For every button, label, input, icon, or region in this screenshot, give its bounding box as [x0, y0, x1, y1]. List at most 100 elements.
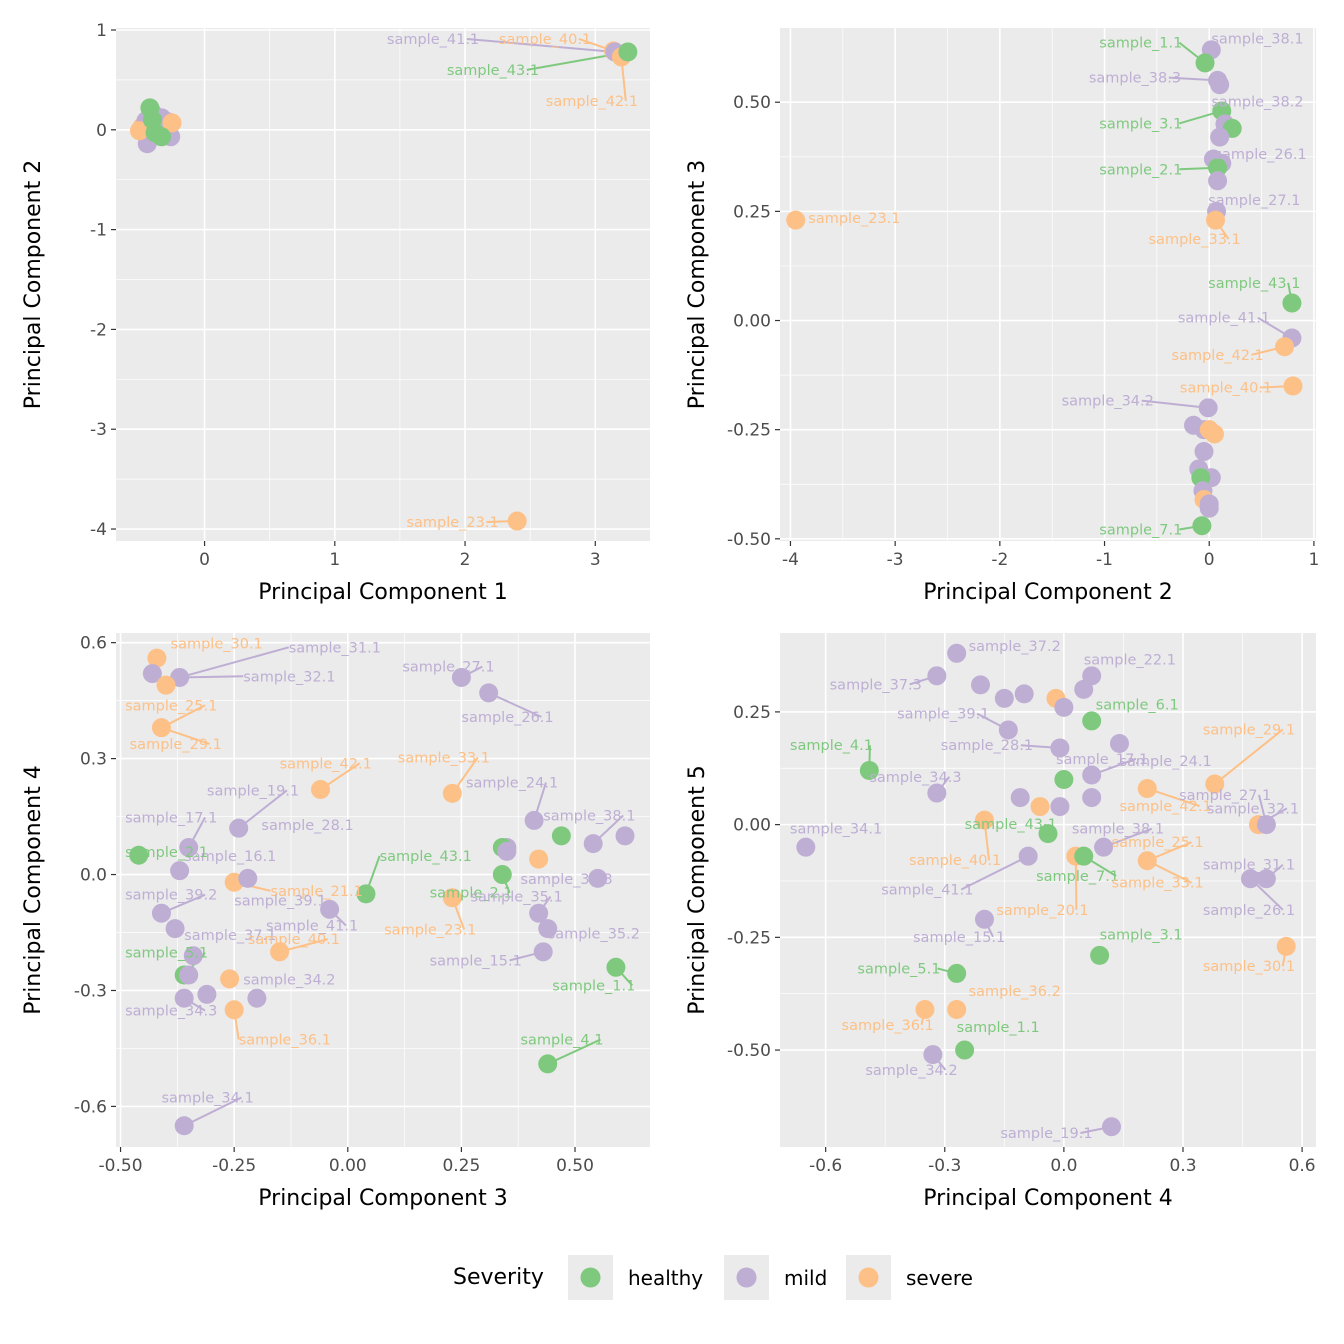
data-point-mild	[1194, 441, 1214, 461]
point-label: sample_4.1	[790, 738, 873, 754]
y-tick-label: -0.6	[74, 1097, 107, 1117]
label-segment	[179, 675, 244, 679]
y-tick-label: -0.50	[727, 1041, 771, 1061]
data-point-severe	[1275, 337, 1295, 357]
data-point-mild	[1198, 398, 1218, 418]
data-point-severe	[224, 1000, 244, 1020]
data-point-healthy	[129, 845, 149, 865]
y-tick-label: 0.0	[80, 866, 107, 886]
legend: Severity healthy mild severe	[0, 1250, 1344, 1306]
point-label: sample_37.1	[184, 928, 276, 944]
y-tick-label: 0.25	[733, 703, 771, 723]
legend-key-healthy	[580, 1267, 601, 1288]
point-label: sample_6.1	[1096, 698, 1179, 714]
data-point-healthy	[1192, 516, 1212, 536]
y-tick-label: -2	[90, 320, 107, 340]
data-point-severe	[1030, 797, 1050, 817]
y-tick-label: -0.25	[727, 928, 771, 948]
data-point-mild	[179, 965, 199, 985]
x-tick-label: 1	[329, 550, 340, 570]
point-label: sample_23.1	[406, 515, 498, 531]
data-point-mild	[1240, 869, 1260, 889]
data-point-mild	[1010, 788, 1030, 808]
point-label: sample_25.1	[1112, 835, 1204, 851]
legend-key-severe	[858, 1267, 879, 1288]
data-point-mild	[615, 826, 635, 846]
data-point-mild	[497, 841, 517, 861]
point-label: sample_26.1	[1203, 903, 1295, 919]
point-label: sample_27.1	[1179, 788, 1271, 804]
data-point-mild	[529, 903, 549, 923]
point-label: sample_42.1	[280, 756, 372, 772]
y-tick-label: 0.6	[80, 634, 107, 654]
data-point-mild	[1054, 697, 1074, 717]
data-point-mild	[524, 810, 544, 830]
data-point-severe	[974, 810, 994, 830]
data-point-severe	[1206, 210, 1225, 230]
data-point-healthy	[492, 865, 512, 885]
data-point-severe	[442, 783, 462, 803]
point-label: sample_33.1	[1149, 232, 1241, 248]
x-tick-label: 2	[460, 550, 471, 570]
y-tick-label: 0.00	[733, 312, 771, 332]
point-label: sample_27.1	[1208, 193, 1300, 209]
data-point-mild	[1210, 127, 1230, 147]
point-label: sample_38.1	[543, 808, 635, 824]
x-tick-label: 0.50	[556, 1156, 594, 1176]
point-label: sample_41.1	[1178, 311, 1270, 327]
point-label: sample_27.1	[402, 660, 494, 676]
y-tick-label: -1	[90, 221, 107, 241]
data-point-mild	[174, 988, 194, 1008]
legend-item-healthy: healthy	[568, 1255, 703, 1300]
point-label: sample_5.1	[125, 946, 208, 962]
data-point-healthy	[955, 1040, 975, 1060]
point-label: sample_26.1	[1214, 147, 1306, 163]
legend-label-mild: mild	[784, 1266, 827, 1290]
point-label: sample_28.1	[261, 818, 353, 834]
data-point-mild	[151, 903, 171, 923]
y-tick-label: 0.25	[733, 202, 771, 222]
point-label: sample_41.1	[387, 32, 479, 48]
point-label: sample_31.1	[1203, 858, 1295, 874]
legend-label-severe: severe	[906, 1266, 973, 1290]
point-label: sample_34.2	[865, 1063, 957, 1079]
point-label: sample_32.1	[1207, 801, 1299, 817]
point-label: sample_42.1	[546, 94, 638, 110]
y-tick-label: -0.50	[727, 530, 771, 550]
legend-title: Severity	[453, 1265, 544, 1290]
data-point-severe	[786, 210, 806, 230]
point-label: sample_33.1	[398, 750, 490, 766]
data-point-mild	[583, 834, 603, 854]
data-point-healthy	[1054, 770, 1074, 790]
x-axis-title: Principal Component 4	[923, 1186, 1172, 1211]
data-point-mild	[796, 837, 816, 857]
point-label: sample_36.2	[969, 984, 1061, 1000]
panel-background	[116, 633, 650, 1147]
point-label: sample_34.1	[790, 822, 882, 838]
marks: sample_30.1 sample_31.1 sample_32.1 sample_…	[125, 636, 640, 1136]
label-segment	[1214, 728, 1284, 785]
data-point-mild	[183, 946, 203, 966]
data-point-healthy	[1038, 824, 1058, 844]
data-point-healthy	[859, 761, 879, 781]
x-tick-label: -0.25	[212, 1156, 256, 1176]
point-label: sample_38.3	[1089, 71, 1181, 87]
point-label: sample_35.2	[548, 926, 640, 942]
point-label: sample_17.1	[125, 810, 217, 826]
legend-item-mild: mild	[724, 1255, 827, 1300]
label-segment	[466, 37, 615, 53]
point-label: sample_24.1	[466, 776, 558, 792]
point-label: sample_2.1	[125, 845, 208, 861]
point-label: sample_2.1	[1099, 162, 1182, 178]
x-tick-label: -1	[1096, 550, 1113, 570]
y-tick-label: 0.50	[733, 93, 771, 113]
data-point-healthy	[1195, 53, 1215, 73]
legend-label-healthy: healthy	[628, 1266, 703, 1290]
point-label: sample_39.1	[897, 707, 989, 723]
point-label: sample_43.1	[380, 849, 472, 865]
point-label: sample_7.1	[1099, 522, 1182, 538]
point-label: sample_41.1	[881, 883, 973, 899]
point-label: sample_38.1	[1211, 31, 1303, 47]
data-point-severe	[1137, 851, 1157, 871]
